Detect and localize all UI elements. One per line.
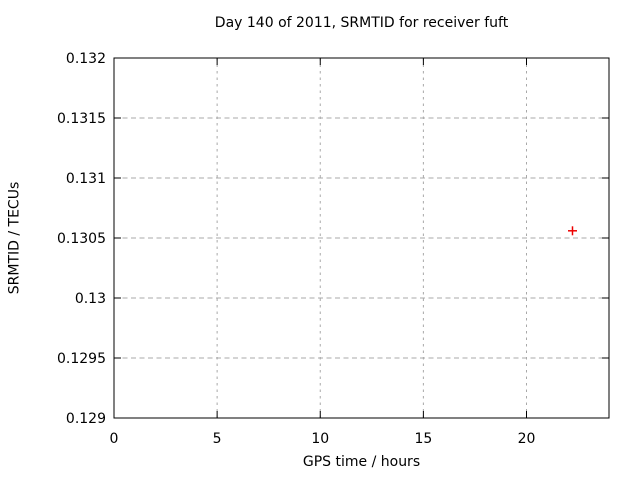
y-tick-label: 0.132 bbox=[66, 51, 106, 67]
y-tick-label: 0.1295 bbox=[57, 351, 106, 367]
y-tick-label: 0.129 bbox=[66, 411, 106, 427]
x-tick-label: 15 bbox=[414, 431, 432, 447]
x-tick-label: 5 bbox=[213, 431, 222, 447]
x-tick-label: 10 bbox=[311, 431, 329, 447]
y-tick-label: 0.1315 bbox=[57, 111, 106, 127]
chart-title: Day 140 of 2011, SRMTID for receiver fuf… bbox=[214, 15, 509, 31]
x-axis-label: GPS time / hours bbox=[302, 454, 421, 470]
y-tick-label: 0.131 bbox=[66, 171, 106, 187]
x-tick-label: 0 bbox=[110, 431, 119, 447]
x-tick-label: 20 bbox=[518, 431, 536, 447]
y-tick-label: 0.13 bbox=[75, 291, 106, 307]
y-tick-label: 0.1305 bbox=[57, 231, 106, 247]
